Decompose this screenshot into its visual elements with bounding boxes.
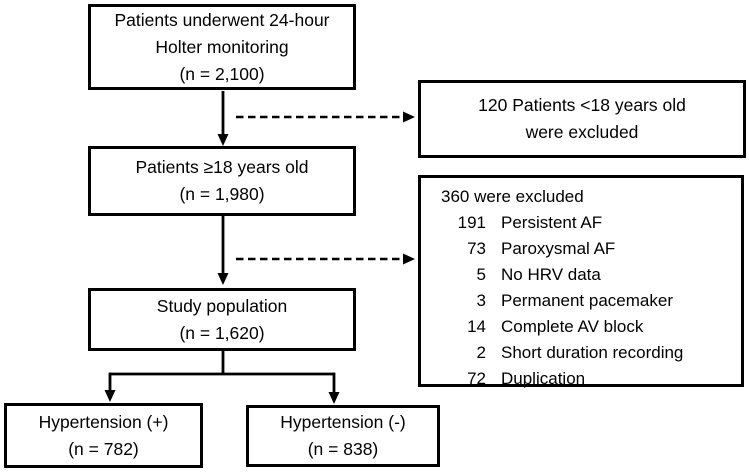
exclusion-label: Persistent AF <box>501 213 603 232</box>
dashed-arrow-to-excluded-age <box>236 111 415 123</box>
exclusion-item: 2 Short duration recording <box>441 340 684 366</box>
exclusion-count: 72 <box>467 369 486 388</box>
exclusion-label: Complete AV block <box>501 317 644 336</box>
node-study-population: Study population (n = 1,620) <box>88 288 356 351</box>
node-text-line: Patients underwent 24-hour <box>114 9 330 30</box>
exclusion-heading: 360 were excluded <box>441 187 584 206</box>
node-text-line: were excluded <box>525 122 639 142</box>
node-excluded-360: 360 were excluded 191 Persistent AF 73 P… <box>418 175 744 388</box>
node-text-line: Hypertension (-) <box>280 412 406 432</box>
node-text-line: Study population <box>156 295 288 316</box>
exclusion-item: 73 Paroxysmal AF <box>441 236 615 262</box>
node-hypertension-positive: Hypertension (+) (n = 782) <box>4 403 203 468</box>
exclusion-label: Duplication <box>501 369 586 388</box>
exclusion-count: 14 <box>467 317 486 336</box>
node-text-line: Hypertension (+) <box>38 411 169 432</box>
node-text-line: Patients ≥18 years old <box>135 157 309 177</box>
exclusion-label: Permanent pacemaker <box>501 291 673 310</box>
exclusion-count: 2 <box>476 343 486 362</box>
node-text-line: 120 Patients <18 years old <box>478 95 686 115</box>
node-text-line: (n = 1,980) <box>179 184 265 204</box>
node-holter-monitoring: Patients underwent 24-hour Holter monito… <box>88 4 356 90</box>
node-patients-18-plus: Patients ≥18 years old (n = 1,980) <box>88 146 356 216</box>
exclusion-count: 191 <box>457 213 486 232</box>
exclusion-label: Paroxysmal AF <box>501 239 616 258</box>
exclusion-count: 73 <box>467 239 486 258</box>
exclusion-item: 191 Persistent AF <box>441 210 602 236</box>
exclusion-item: 14 Complete AV block <box>441 314 643 340</box>
node-hypertension-negative: Hypertension (-) (n = 838) <box>246 405 440 467</box>
node-text-line: (n = 2,100) <box>179 63 265 84</box>
exclusion-item: 3 Permanent pacemaker <box>441 288 673 314</box>
exclusion-count: 3 <box>476 291 486 310</box>
exclusion-item: 5 No HRV data <box>441 262 601 288</box>
node-excluded-under-18: 120 Patients <18 years old were excluded <box>418 80 746 158</box>
dashed-arrow-to-excluded-360 <box>236 253 415 265</box>
split-study-to-hypertension <box>104 351 340 404</box>
node-text-line: (n = 838) <box>307 439 379 459</box>
exclusion-count: 5 <box>476 265 486 284</box>
node-text-line: (n = 782) <box>68 438 139 459</box>
arrow-age18-to-study <box>217 216 229 285</box>
exclusion-item: 72 Duplication <box>441 366 585 392</box>
exclusion-label: No HRV data <box>501 265 601 284</box>
arrow-holter-to-age18 <box>217 91 229 146</box>
node-text-line: Holter monitoring <box>155 36 289 57</box>
node-text-line: (n = 1,620) <box>179 322 265 343</box>
exclusion-label: Short duration recording <box>501 343 684 362</box>
